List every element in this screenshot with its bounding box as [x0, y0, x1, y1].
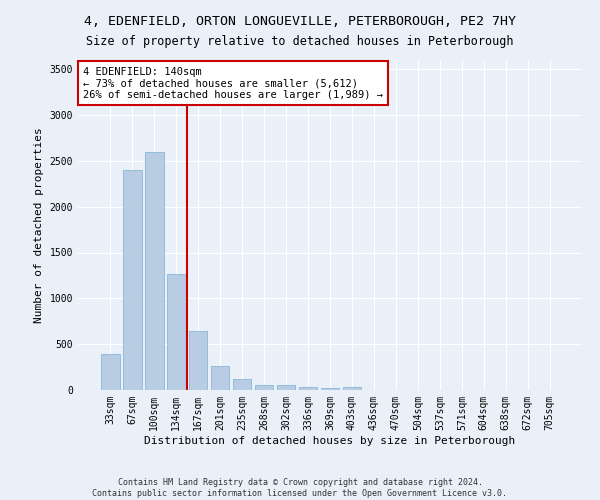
- Bar: [299, 387, 317, 390]
- Bar: [211, 366, 229, 390]
- Bar: [189, 332, 208, 390]
- Bar: [343, 387, 361, 390]
- Bar: [145, 152, 164, 390]
- Bar: [233, 380, 251, 390]
- Bar: [255, 384, 274, 390]
- Bar: [123, 170, 142, 390]
- Bar: [277, 386, 295, 390]
- Text: Size of property relative to detached houses in Peterborough: Size of property relative to detached ho…: [86, 35, 514, 48]
- Bar: [320, 388, 340, 390]
- Bar: [167, 274, 185, 390]
- Text: Contains HM Land Registry data © Crown copyright and database right 2024.
Contai: Contains HM Land Registry data © Crown c…: [92, 478, 508, 498]
- Text: 4 EDENFIELD: 140sqm
← 73% of detached houses are smaller (5,612)
26% of semi-det: 4 EDENFIELD: 140sqm ← 73% of detached ho…: [83, 66, 383, 100]
- Text: 4, EDENFIELD, ORTON LONGUEVILLE, PETERBOROUGH, PE2 7HY: 4, EDENFIELD, ORTON LONGUEVILLE, PETERBO…: [84, 15, 516, 28]
- X-axis label: Distribution of detached houses by size in Peterborough: Distribution of detached houses by size …: [145, 436, 515, 446]
- Bar: [101, 354, 119, 390]
- Y-axis label: Number of detached properties: Number of detached properties: [34, 127, 44, 323]
